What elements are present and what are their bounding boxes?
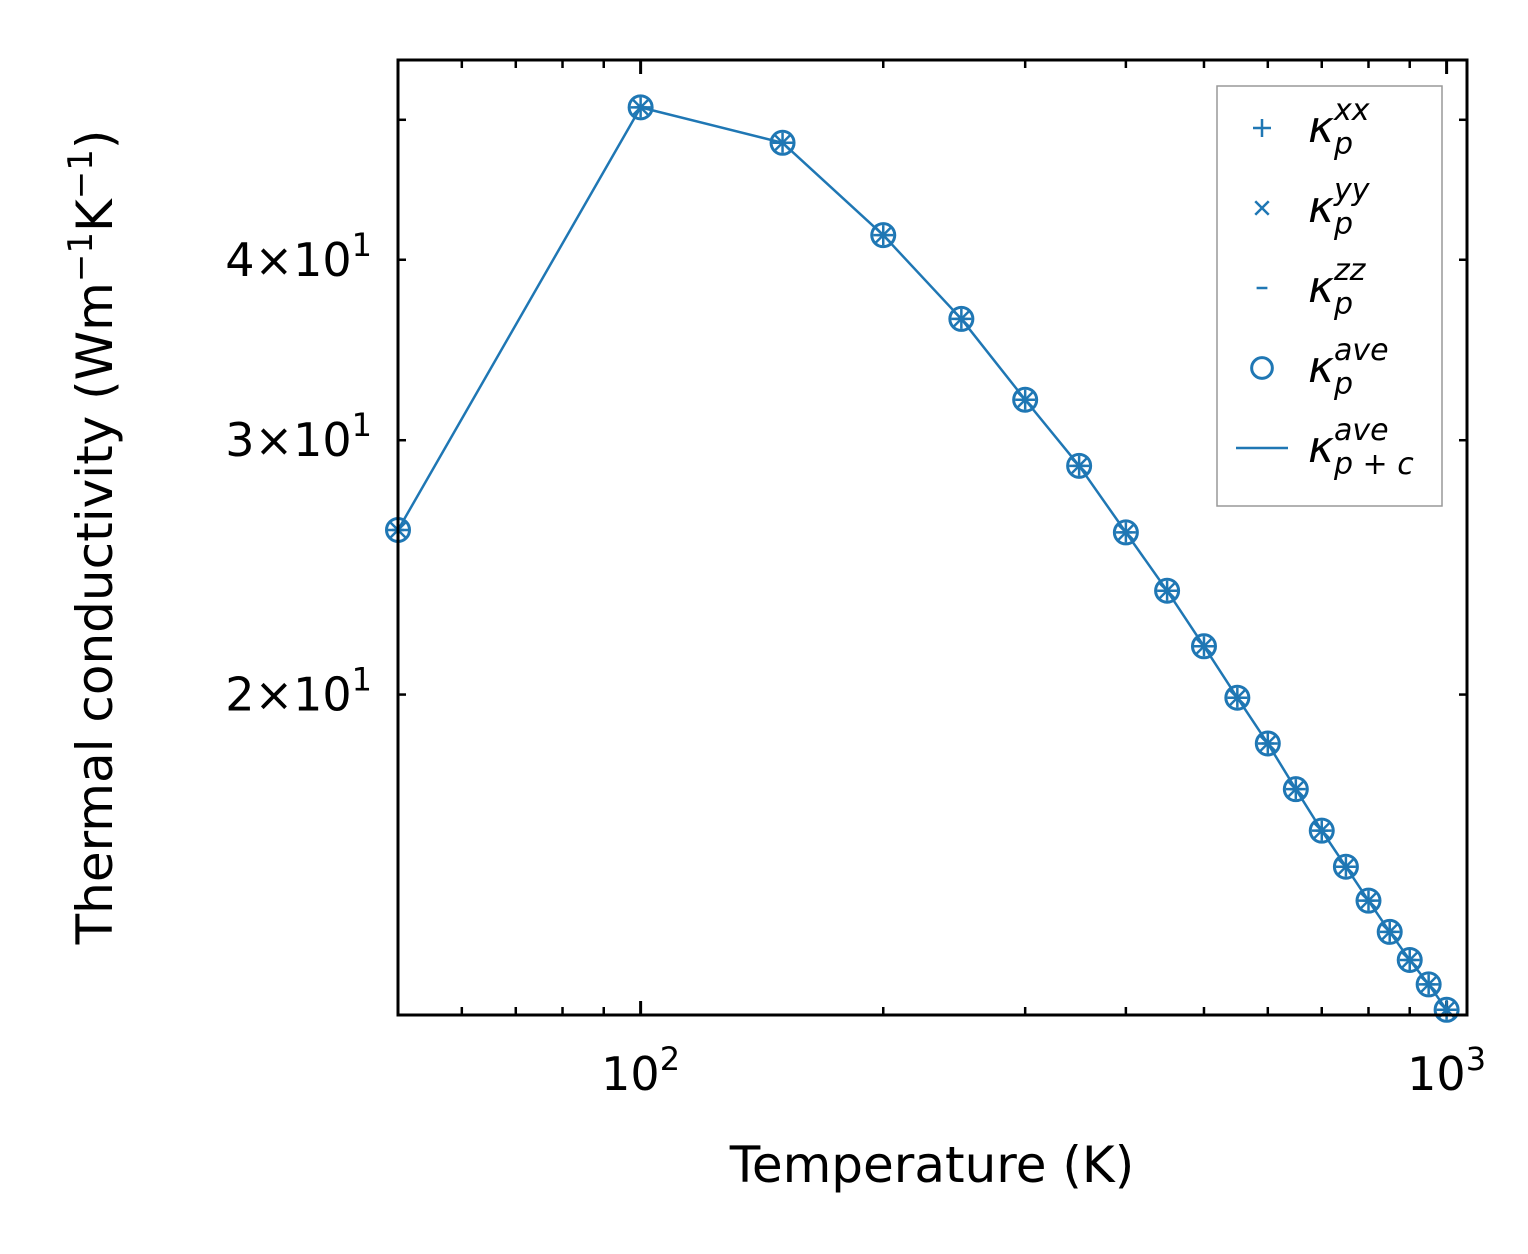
data-point-kave xyxy=(769,129,796,156)
y-label-mid: K xyxy=(66,198,124,232)
legend-symbol: κ xyxy=(1308,422,1334,473)
legend-box xyxy=(1216,85,1443,507)
legend-superscript: xx xyxy=(1333,93,1370,128)
data-point-kave xyxy=(1415,971,1442,998)
legend-entry: κxx p xyxy=(1253,93,1370,162)
legend-entry: κyy p xyxy=(1254,173,1371,242)
x-tick-exponent: 3 xyxy=(1466,1040,1486,1078)
legend-marker xyxy=(1253,119,1271,137)
legend-marker xyxy=(1254,200,1270,216)
legend-symbol: κ xyxy=(1308,182,1334,233)
axes-frame xyxy=(396,58,1469,1017)
legend-entry: κzz p xyxy=(1256,253,1367,322)
plot-area xyxy=(385,94,1460,1023)
data-point-kave xyxy=(1355,887,1382,914)
legend-superscript: yy xyxy=(1333,173,1371,208)
data-point-kave xyxy=(1154,577,1181,604)
y-axis-label: Thermal conductivity (Wm−1K−1) xyxy=(61,130,124,946)
data-point-kave xyxy=(1433,996,1460,1023)
x-tick-base: 10 xyxy=(601,1047,660,1101)
data-point-kave xyxy=(870,222,897,249)
data-point-kave xyxy=(627,94,654,121)
data-point-kave xyxy=(1376,918,1403,945)
legend-label: κave p + c xyxy=(1308,413,1414,482)
data-point-kave xyxy=(948,305,975,332)
legend-symbol: κ xyxy=(1308,262,1334,313)
data-point-kave xyxy=(1332,853,1359,880)
x-tick-exponent: 2 xyxy=(660,1040,680,1078)
data-point-kave xyxy=(1012,386,1039,413)
legend-label: κave p xyxy=(1308,333,1389,402)
legend-entry: κave p + c xyxy=(1236,413,1414,482)
legend-symbol: κ xyxy=(1308,102,1334,153)
x-tick-base: 10 xyxy=(1407,1047,1466,1101)
legend-symbol: κ xyxy=(1308,342,1334,393)
data-point-kave xyxy=(1254,730,1281,757)
x-tick-label: 103 xyxy=(1407,1040,1486,1101)
legend-label: κyy p xyxy=(1308,173,1371,242)
legend-superscript: ave xyxy=(1334,333,1389,368)
y-tick-exponent: 1 xyxy=(352,406,372,444)
y-label-end: ) xyxy=(66,130,124,150)
y-tick-mantissa: 2×10 xyxy=(225,668,351,722)
series-kpc xyxy=(396,106,1448,1011)
data-point-kave xyxy=(1066,452,1093,479)
y-tick-mantissa: 4×10 xyxy=(225,233,351,287)
x-axis-label: Temperature (K) xyxy=(729,1136,1134,1194)
y-tick-mantissa: 3×10 xyxy=(225,413,351,467)
y-tick-label: 4×101 xyxy=(225,226,372,287)
y-label-exp: −1 xyxy=(61,232,101,282)
y-tick-exponent: 1 xyxy=(352,661,372,699)
y-tick-label: 2×101 xyxy=(225,661,372,722)
data-point-kave xyxy=(1224,684,1251,711)
legend-subscript: p xyxy=(1333,127,1353,162)
legend-subscript: p xyxy=(1333,207,1353,242)
data-point-kave xyxy=(1308,817,1335,844)
y-tick-exponent: 1 xyxy=(352,226,372,264)
legend-label: κxx p xyxy=(1308,93,1370,162)
legend-superscript: ave xyxy=(1334,413,1389,448)
data-point-kave xyxy=(1396,946,1423,973)
legend-entry: κave p xyxy=(1250,333,1389,402)
series-kave xyxy=(385,94,1460,1023)
data-point-kave xyxy=(1190,633,1217,660)
legend-marker xyxy=(1250,356,1274,380)
data-point-kave xyxy=(1282,776,1309,803)
series-line-kpc xyxy=(396,106,1448,1011)
legend-subscript: p + c xyxy=(1333,447,1414,482)
legend-superscript: zz xyxy=(1333,253,1367,288)
legend-label: κzz p xyxy=(1308,253,1367,322)
y-tick-label: 3×101 xyxy=(225,406,372,467)
data-point-kave xyxy=(1112,519,1139,546)
y-label-main: Thermal conductivity (Wm xyxy=(66,282,124,945)
x-tick-label: 102 xyxy=(601,1040,680,1101)
legend-subscript: p xyxy=(1333,367,1353,402)
y-label-exp: −1 xyxy=(61,149,101,199)
legend-subscript: p xyxy=(1333,287,1353,322)
